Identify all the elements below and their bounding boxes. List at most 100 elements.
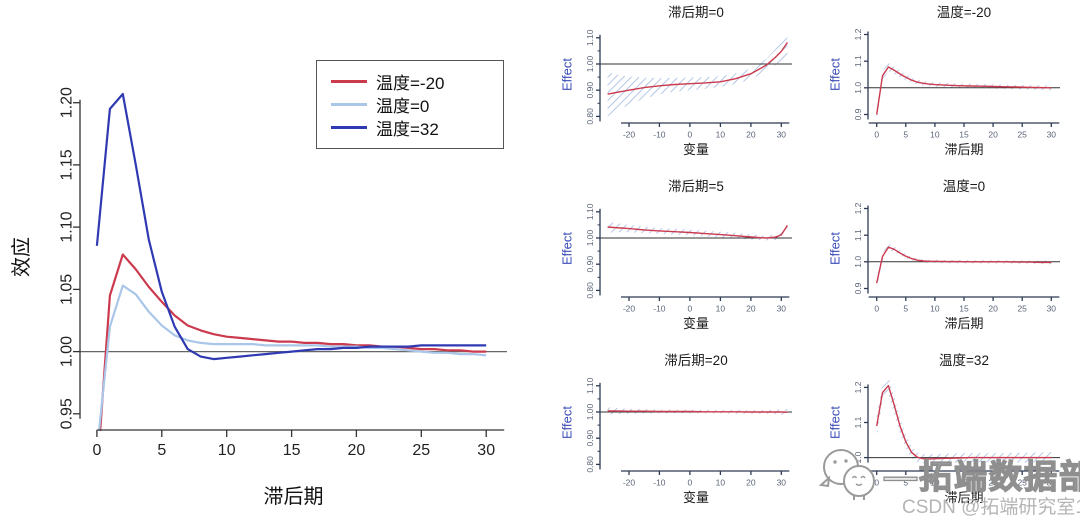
svg-text:20: 20 [746, 130, 756, 140]
svg-text:1.0: 1.0 [853, 256, 863, 268]
svg-text:1.0: 1.0 [853, 451, 863, 463]
legend: 温度=-20 温度=0 温度=32 [316, 60, 504, 149]
y-axis-label: Effect [828, 406, 843, 439]
svg-text:5: 5 [903, 478, 908, 488]
chart-svg: 0 5 10 15 20 25 30 1.0 1.1 1.2 温度=32 滞后期 Effect [828, 353, 1060, 505]
small-chart-temp32: 0 5 10 15 20 25 30 1.0 1.1 1.2 温度=32 滞后期 Effect [824, 352, 1074, 521]
confidence-band [876, 244, 1052, 289]
svg-text:15: 15 [959, 304, 969, 314]
x-axis-label: 滞后期 [264, 485, 324, 508]
series-line [99, 253, 487, 431]
svg-text:0: 0 [874, 130, 879, 140]
small-chart-lag0: -20 -10 0 10 20 30 0.80 0.90 1.00 1.10 滞后期=0 变量 Effe… [556, 4, 806, 174]
svg-text:10: 10 [716, 130, 726, 140]
legend-item-temp-neg20: 温度=-20 [331, 70, 503, 93]
svg-text:1.10: 1.10 [585, 377, 595, 394]
series-line [607, 42, 788, 95]
svg-text:1.10: 1.10 [585, 203, 595, 220]
svg-text:0.9: 0.9 [853, 282, 863, 294]
svg-text:0.90: 0.90 [585, 82, 595, 99]
confidence-band [876, 62, 1052, 122]
svg-text:-10: -10 [653, 478, 666, 488]
svg-text:20: 20 [988, 478, 998, 488]
x-axis-label: 滞后期 [944, 490, 983, 505]
svg-text:1.1: 1.1 [853, 229, 863, 241]
svg-text:1.2: 1.2 [853, 28, 863, 40]
chart-title: 滞后期=5 [668, 179, 724, 194]
svg-text:0.80: 0.80 [585, 282, 595, 299]
y-axis-label: Effect [828, 232, 843, 265]
svg-text:1.00: 1.00 [585, 55, 595, 72]
legend-label: 温度=0 [376, 97, 430, 116]
small-chart-temp0: 0 5 10 15 20 25 30 0.9 1.0 1.1 1.2 温度=0 滞后期 Effect [824, 178, 1074, 348]
legend-label: 温度=32 [376, 120, 439, 139]
svg-text:1.1: 1.1 [853, 55, 863, 67]
confidence-band [876, 376, 1052, 464]
svg-text:20: 20 [348, 442, 366, 459]
svg-text:0.90: 0.90 [585, 256, 595, 273]
y-axis-label: Effect [560, 58, 575, 91]
svg-text:1.2: 1.2 [853, 202, 863, 214]
svg-text:30: 30 [1047, 304, 1057, 314]
chart-title: 温度=32 [939, 353, 989, 368]
x-axis-label: 滞后期 [944, 316, 983, 331]
chart-title: 温度=0 [943, 179, 985, 194]
svg-text:0: 0 [688, 478, 693, 488]
chart-title: 滞后期=20 [664, 353, 727, 368]
svg-text:30: 30 [477, 442, 495, 459]
legend-line-swatch [331, 103, 367, 106]
y-axis-label: 效应 [10, 237, 33, 277]
svg-text:15: 15 [959, 478, 969, 488]
x-axis-label: 变量 [683, 490, 709, 505]
main-lag-response-chart: 0 5 10 15 20 25 30 0.95 1.00 1.05 1.10 1.15 1.20 滞后期 效… [10, 87, 507, 508]
svg-text:25: 25 [1017, 304, 1027, 314]
svg-text:1.10: 1.10 [585, 29, 595, 46]
svg-text:15: 15 [959, 130, 969, 140]
small-chart-lag5: -20 -10 0 10 20 30 0.80 0.90 1.00 1.10 滞后期=5 变量 Effe… [556, 178, 806, 348]
svg-text:5: 5 [903, 130, 908, 140]
x-axis-label: 变量 [683, 142, 709, 157]
svg-text:25: 25 [412, 442, 430, 459]
svg-text:30: 30 [777, 304, 787, 314]
legend-item-temp-32: 温度=32 [331, 116, 503, 139]
svg-text:20: 20 [988, 304, 998, 314]
confidence-band [607, 219, 788, 241]
svg-text:30: 30 [777, 130, 787, 140]
svg-text:10: 10 [930, 478, 940, 488]
svg-text:-20: -20 [623, 130, 636, 140]
svg-text:0: 0 [688, 304, 693, 314]
legend-item-temp-0: 温度=0 [331, 93, 503, 116]
svg-text:1.0: 1.0 [853, 82, 863, 94]
chart-svg: -20 -10 0 10 20 30 0.80 0.90 1.00 1.10 滞后期=0 变量 Effe… [560, 5, 792, 157]
y-axis-label: Effect [560, 406, 575, 439]
svg-text:-20: -20 [623, 304, 636, 314]
series-line [876, 66, 1052, 115]
svg-text:10: 10 [716, 304, 726, 314]
svg-text:0.80: 0.80 [585, 108, 595, 125]
x-axis-label: 滞后期 [944, 142, 983, 157]
svg-text:10: 10 [930, 130, 940, 140]
x-axis-label: 变量 [683, 316, 709, 331]
y-axis-label: Effect [560, 232, 575, 265]
svg-text:1.10: 1.10 [59, 211, 76, 242]
svg-text:1.00: 1.00 [59, 336, 76, 367]
svg-text:-10: -10 [653, 130, 666, 140]
svg-text:-10: -10 [653, 304, 666, 314]
svg-text:1.20: 1.20 [59, 87, 76, 118]
svg-text:5: 5 [903, 304, 908, 314]
series-line [876, 384, 1052, 460]
chart-svg: -20 -10 0 10 20 30 0.80 0.90 1.00 1.10 滞后期=20 变量 Eff… [560, 353, 792, 505]
svg-text:1.15: 1.15 [59, 149, 76, 180]
svg-text:0.95: 0.95 [59, 398, 76, 429]
svg-text:0: 0 [688, 130, 693, 140]
chart-svg: -20 -10 0 10 20 30 0.80 0.90 1.00 1.10 滞后期=5 变量 Effe… [560, 179, 792, 331]
svg-text:10: 10 [716, 478, 726, 488]
svg-text:1.2: 1.2 [853, 381, 863, 393]
svg-text:0: 0 [874, 304, 879, 314]
svg-text:5: 5 [157, 442, 166, 459]
y-axis-label: Effect [828, 58, 843, 91]
series-line [97, 284, 487, 431]
svg-text:1.00: 1.00 [585, 403, 595, 420]
svg-text:10: 10 [218, 442, 236, 459]
